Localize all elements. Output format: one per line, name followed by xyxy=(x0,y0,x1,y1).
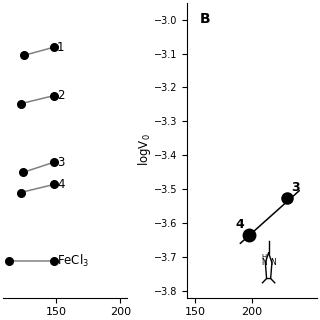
Text: N: N xyxy=(261,258,267,267)
Text: H: H xyxy=(262,254,267,260)
Text: 1: 1 xyxy=(57,41,65,54)
Text: 4: 4 xyxy=(235,218,244,231)
Text: 3: 3 xyxy=(291,180,300,194)
Text: 4: 4 xyxy=(57,178,65,191)
Y-axis label: logV$_0$: logV$_0$ xyxy=(136,134,153,166)
Text: FeCl$_3$: FeCl$_3$ xyxy=(57,253,89,269)
Text: 3: 3 xyxy=(57,156,64,169)
Text: B: B xyxy=(200,12,211,26)
Text: 2: 2 xyxy=(57,89,65,102)
Text: N: N xyxy=(270,258,276,267)
